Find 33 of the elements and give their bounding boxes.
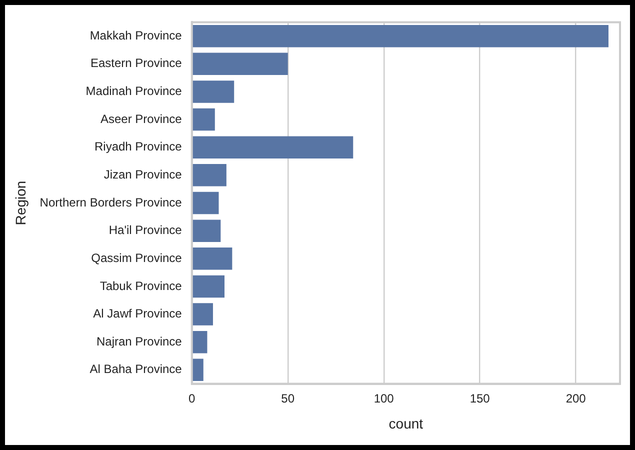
y-tick-label: Qassim Province bbox=[91, 250, 182, 265]
y-tick-label: Northern Borders Province bbox=[40, 195, 182, 210]
y-axis-title: Region bbox=[12, 180, 28, 226]
x-tick-label: 100 bbox=[374, 391, 394, 406]
bar bbox=[192, 358, 204, 382]
bar bbox=[192, 303, 213, 326]
x-tick-label: 0 bbox=[188, 391, 196, 406]
bar bbox=[192, 192, 219, 214]
bar bbox=[192, 248, 232, 270]
bar bbox=[192, 24, 608, 48]
bar bbox=[192, 52, 288, 76]
y-tick-label: Jizan Province bbox=[104, 167, 182, 182]
bar bbox=[192, 80, 234, 103]
y-tick-label: Eastern Province bbox=[90, 56, 182, 70]
y-tick-label: Ha'il Province bbox=[108, 223, 182, 238]
y-tick-label: Tabuk Province bbox=[100, 278, 182, 293]
bar bbox=[192, 220, 221, 242]
y-tick-label: Makkah Province bbox=[90, 28, 182, 42]
x-tick-label: 150 bbox=[470, 391, 490, 406]
bar bbox=[192, 108, 215, 131]
x-tick-label: 200 bbox=[566, 391, 586, 406]
y-tick-label: Riyadh Province bbox=[94, 140, 182, 154]
x-tick-label: 50 bbox=[281, 391, 295, 406]
y-tick-label: Madinah Province bbox=[86, 84, 182, 98]
bar bbox=[192, 136, 354, 158]
x-axis-title: count bbox=[388, 415, 424, 432]
bar bbox=[192, 330, 208, 354]
bar bbox=[192, 164, 226, 186]
bar bbox=[192, 275, 224, 298]
y-tick-label: Al Jawf Province bbox=[93, 306, 182, 321]
y-tick-label: Aseer Province bbox=[100, 112, 182, 126]
y-tick-label: Najran Province bbox=[96, 334, 182, 348]
y-tick-label: Al Baha Province bbox=[90, 362, 182, 376]
